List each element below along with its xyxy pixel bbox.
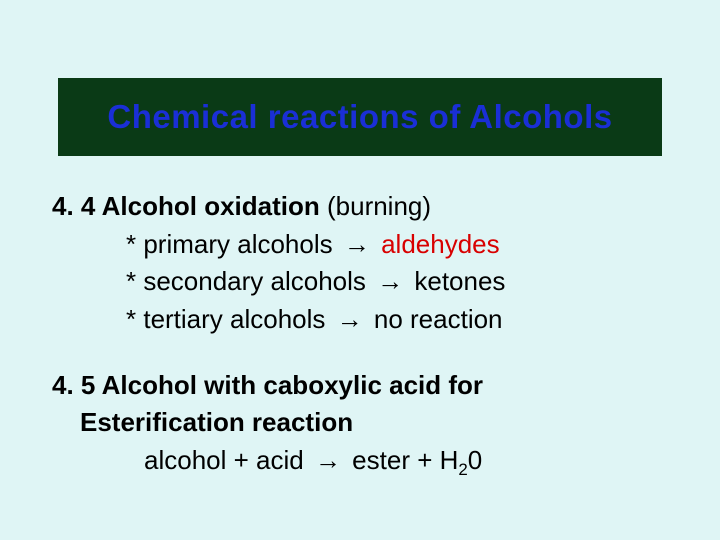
section-2: 4. 5 Alcohol with caboxylic acid for Est… bbox=[52, 367, 672, 480]
section-1-heading-bold: Alcohol oxidation bbox=[102, 191, 320, 221]
arrow-icon: → bbox=[373, 266, 407, 296]
bullet-tail: no reaction bbox=[367, 304, 503, 334]
bullet-tail: ketones bbox=[407, 266, 505, 296]
equation-rhs-pre: ester + H bbox=[345, 445, 458, 475]
slide-title: Chemical reactions of Alcohols bbox=[107, 98, 612, 136]
section-1-bullets: * primary alcohols → aldehydes * seconda… bbox=[126, 226, 672, 339]
bullet-prefix: * secondary alcohols bbox=[126, 266, 373, 296]
section-1-heading-paren: (burning) bbox=[327, 191, 431, 221]
section-1-number: 4. 4 bbox=[52, 191, 95, 221]
bullet-prefix: * tertiary alcohols bbox=[126, 304, 333, 334]
equation-subscript: 2 bbox=[458, 460, 467, 479]
equation-rhs-post: 0 bbox=[468, 445, 482, 475]
bullet-row: * secondary alcohols → ketones bbox=[126, 263, 672, 301]
title-box: Chemical reactions of Alcohols bbox=[58, 78, 662, 156]
slide-content: 4. 4 Alcohol oxidation (burning) * prima… bbox=[52, 188, 672, 480]
bullet-prefix: * primary alcohols bbox=[126, 229, 340, 259]
arrow-icon: → bbox=[333, 304, 367, 334]
equation-lhs: alcohol + acid bbox=[144, 445, 311, 475]
bullet-tail: aldehydes bbox=[374, 229, 500, 259]
arrow-icon: → bbox=[311, 445, 345, 475]
section-2-line2: Esterification reaction bbox=[80, 404, 672, 442]
section-1-heading: 4. 4 Alcohol oxidation (burning) bbox=[52, 188, 672, 226]
bullet-row: * primary alcohols → aldehydes bbox=[126, 226, 672, 264]
section-2-line1: 4. 5 Alcohol with caboxylic acid for bbox=[52, 367, 672, 405]
bullet-row: * tertiary alcohols → no reaction bbox=[126, 301, 672, 339]
section-2-equation: alcohol + acid → ester + H20 bbox=[144, 442, 672, 480]
arrow-icon: → bbox=[340, 229, 374, 259]
